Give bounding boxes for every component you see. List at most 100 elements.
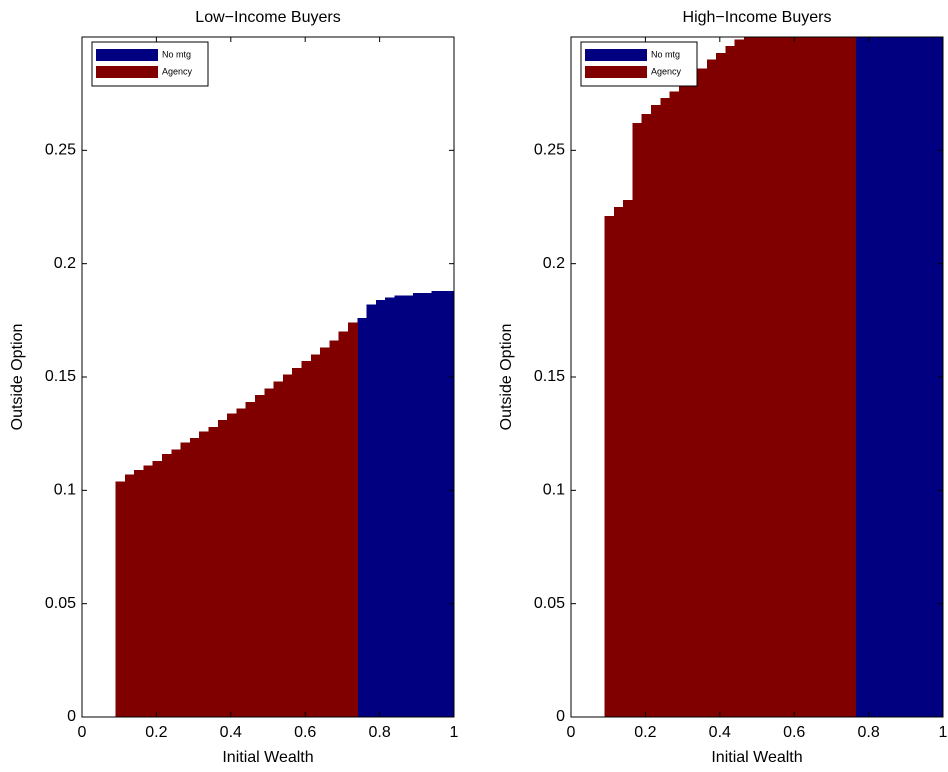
x-tick-label: 0 [567,724,576,741]
step-bar [199,431,210,717]
step-bar [734,39,745,717]
step-bar [124,474,135,717]
step-bar [809,37,819,717]
step-bar [650,105,661,717]
step-bar [180,442,191,717]
y-tick-label: 0.25 [534,142,565,159]
legend-label: No mtg [162,49,191,59]
step-bar [440,290,454,717]
step-bar [818,37,829,717]
step-bar [623,200,633,717]
y-tick-label: 0.1 [54,482,76,499]
step-bar [236,408,247,717]
step-bar [771,37,782,717]
step-bar [762,37,773,717]
y-tick-label: 0.1 [543,482,565,499]
x-tick-label: 1 [450,724,459,741]
x-axis-label: Initial Wealth [222,749,313,766]
step-bar [227,413,237,717]
step-bar [827,37,838,717]
step-bar [254,395,265,717]
step-bar [641,114,652,717]
y-tick-label: 0.15 [45,368,76,385]
plot-area [115,290,454,717]
subplot: 0 0.2 0.4 0.6 0.8 1 0 0.05 0.1 0.15 0.2 0.25 Low−Inc… [9,9,458,766]
y-tick-label: 0.2 [543,255,565,272]
step-bar [161,454,172,717]
step-bar [171,449,182,717]
step-bar [134,469,144,717]
y-tick-label: 0 [556,708,565,725]
chart-title: High−Income Buyers [683,9,832,26]
step-bar [366,304,377,717]
plot-area [604,37,943,717]
x-tick-label: 0 [78,724,87,741]
x-axis-label: Initial Wealth [711,749,802,766]
step-bar [292,367,303,717]
x-tick-label: 0.4 [709,724,731,741]
step-bar [115,481,126,717]
step-bar [273,381,284,717]
step-bar [143,465,154,717]
step-bar [403,295,414,717]
legend-label: Agency [162,66,193,76]
step-bar [743,37,754,717]
step-bar [357,318,368,717]
step-bar [422,293,433,717]
step-bar [375,299,386,717]
step-bar [338,331,349,717]
y-tick-label: 0.2 [54,255,76,272]
x-tick-label: 0.6 [783,724,805,741]
step-bar [329,340,340,717]
x-tick-label: 0.4 [220,724,242,741]
step-bar [282,374,293,717]
step-bar [716,52,726,717]
step-bar [790,37,801,717]
y-axis-label: Outside Option [498,324,515,431]
step-bar [753,37,764,717]
y-tick-label: 0.05 [534,595,565,612]
legend: No mtg Agency [580,41,698,87]
y-tick-label: 0.15 [534,368,565,385]
step-bar [781,37,792,717]
legend-label: No mtg [651,49,680,59]
step-bar [678,82,689,717]
x-tick-label: 0.2 [145,724,167,741]
y-axis-label: Outside Option [9,324,26,431]
step-bar [604,216,615,717]
step-bar [394,295,405,717]
legend-swatch [585,66,647,78]
step-bar [613,207,624,717]
legend-swatch [585,49,647,61]
step-bar [152,460,163,717]
y-tick-label: 0 [67,708,76,725]
step-bar [836,37,847,717]
step-bar [855,37,943,717]
x-tick-label: 0.8 [368,724,390,741]
step-bar [688,75,699,717]
subplot: 0 0.2 0.4 0.6 0.8 1 0 0.05 0.1 0.15 0.2 0.25 High−In… [498,9,948,766]
step-bar [632,123,643,717]
legend-label: Agency [651,66,682,76]
x-tick-label: 0.2 [634,724,656,741]
step-bar [245,401,256,717]
step-bar [320,347,330,717]
step-bar [264,388,275,717]
chart-title: Low−Income Buyers [195,9,340,26]
step-bar [189,438,200,717]
step-bar [697,68,708,717]
x-tick-label: 0.8 [857,724,879,741]
step-bar [217,420,228,717]
step-bar [385,297,396,717]
step-bar [725,46,736,717]
step-bar [310,354,321,717]
y-tick-label: 0.25 [45,142,76,159]
step-bar [301,361,312,717]
x-tick-label: 1 [939,724,948,741]
legend-swatch [96,66,158,78]
step-bar [347,322,358,717]
step-bar [669,91,680,717]
legend-swatch [96,49,158,61]
step-bar [208,426,219,717]
